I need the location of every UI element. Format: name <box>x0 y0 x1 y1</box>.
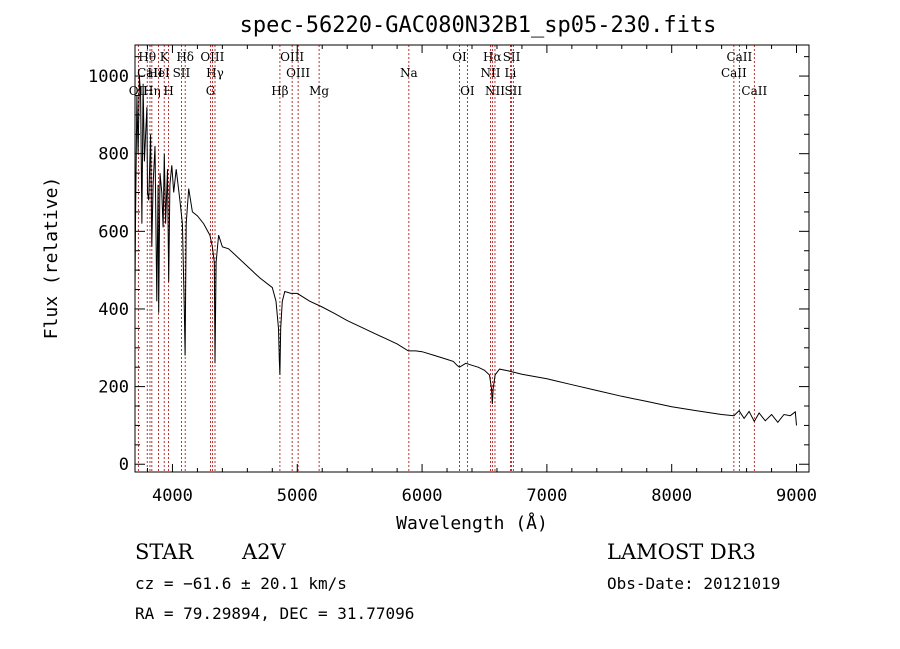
y-axis-label: Flux (relative) <box>41 177 62 340</box>
spectral-line-label: NII <box>485 84 505 98</box>
spectral-line-label: SII <box>503 50 521 64</box>
spectrum-line <box>134 76 797 426</box>
spectral-line-label: H <box>163 84 173 98</box>
spectral-line-label: G <box>206 84 216 98</box>
chart-title: spec-56220-GAC080N32B1_sp05-230.fits <box>240 13 717 38</box>
redshift-text: cz = −61.6 ± 20.1 km/s <box>135 574 347 593</box>
x-tick-label: 8000 <box>651 486 692 506</box>
spectral-line-label: NII <box>480 66 500 80</box>
obs-date-text: Obs-Date: 20121019 <box>607 574 780 593</box>
x-axis-label: Wavelength (Å) <box>396 512 548 534</box>
spectral-line-label: Li <box>505 66 517 80</box>
spectral-line-markers: OIIHθCaIIHηHeIKHSIIHδGOIIIHγHβOIIIOIIIMg… <box>129 45 767 472</box>
spectral-line-label: CaII <box>721 66 747 80</box>
x-tick-label: 7000 <box>526 486 567 506</box>
x-tick-label: 6000 <box>402 486 443 506</box>
y-tick-label: 1000 <box>88 67 129 87</box>
y-tick-label: 400 <box>98 300 129 320</box>
spectral-line-label: OI <box>452 50 467 64</box>
y-tick-label: 200 <box>98 378 129 398</box>
spectral-line-label: OIII <box>200 50 224 64</box>
spectral-line-label: Hα <box>483 50 502 64</box>
x-tick-label: 9000 <box>776 486 817 506</box>
spectral-line-label: K <box>160 50 170 64</box>
spectral-line-label: OIII <box>280 50 304 64</box>
survey-name: LAMOST DR3 <box>607 540 756 564</box>
spectral-line-label: Hθ <box>138 50 156 64</box>
x-tick-label: 4000 <box>152 486 193 506</box>
y-tick-label: 0 <box>119 455 129 475</box>
spectral-line-label: CaII <box>726 50 752 64</box>
spectral-line-label: OI <box>460 84 475 98</box>
spectral-line-label: SII <box>504 84 522 98</box>
spectral-line-label: Hδ <box>176 50 194 64</box>
coordinates-text: RA = 79.29894, DEC = 31.77096 <box>135 604 414 623</box>
spectral-line-label: Na <box>400 66 418 80</box>
spectral-line-label: Hη <box>143 84 161 98</box>
y-axis: 0 200 400 600 800 1000 <box>88 56 809 475</box>
object-class: STAR <box>135 540 194 564</box>
x-axis: 4000 5000 6000 7000 8000 9000 <box>146 45 817 506</box>
spectral-line-label: Hγ <box>206 66 224 80</box>
x-tick-label: 5000 <box>277 486 318 506</box>
object-subclass: A2V <box>241 540 287 564</box>
y-tick-label: 600 <box>98 222 129 242</box>
y-tick-label: 800 <box>98 145 129 165</box>
spectral-line-label: SII <box>173 66 191 80</box>
spectral-line-label: OIII <box>286 66 310 80</box>
spectral-line-label: Hβ <box>271 84 288 98</box>
spectral-line-label: Mg <box>309 84 329 98</box>
spectral-line-label: HeI <box>147 66 170 80</box>
spectral-line-label: CaII <box>741 84 767 98</box>
plot-frame <box>134 44 810 473</box>
